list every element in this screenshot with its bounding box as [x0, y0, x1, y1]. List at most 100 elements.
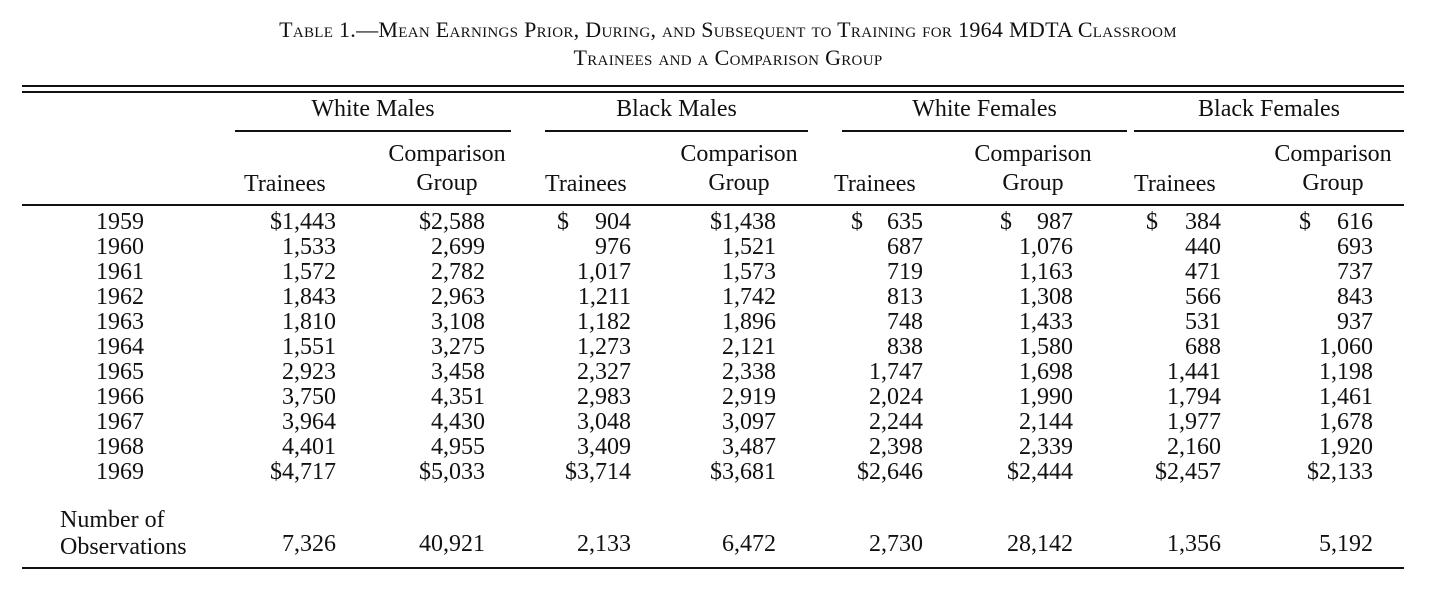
cell-wf-trainees: 838	[887, 334, 923, 360]
cell-wf-comparison: 2,144	[1019, 409, 1073, 435]
obs-bf-trainees: 1,356	[1167, 531, 1221, 557]
col-header-wf-comparison: Comparison Group	[958, 140, 1108, 198]
row-year: 1964	[96, 334, 144, 360]
obs-wf-trainees: 2,730	[869, 531, 923, 557]
cell-bm-comparison: $1,438	[710, 209, 776, 235]
cell-bm-trainees: 1,017	[577, 259, 631, 285]
cell-wf-trainees: 2,244	[869, 409, 923, 435]
cell-wm-trainees: $4,717	[270, 459, 336, 485]
cell-bm-trainees: 1,211	[577, 284, 631, 310]
cell-wf-trainees: 687	[887, 234, 923, 260]
table-row: 1967 3,964 4,430 3,048 3,097 2,244 2,144 1,977 1…	[0, 410, 1456, 435]
cell-wf-comparison: 1,433	[1019, 309, 1073, 335]
group-rule-white-females	[842, 130, 1127, 132]
dollar-sign: $	[1000, 209, 1012, 235]
dollar-sign: $	[1146, 209, 1158, 235]
cell-bf-comparison: $2,133	[1307, 459, 1373, 485]
cell-wm-trainees: $1,443	[270, 209, 336, 235]
cell-wf-trainees: 2,024	[869, 384, 923, 410]
dollar-sign: $	[557, 209, 569, 235]
cell-wf-trainees: 813	[887, 284, 923, 310]
cell-bf-trainees: 2,160	[1167, 434, 1221, 460]
observations-label-line2: Observations	[60, 534, 187, 560]
cell-wf-comparison: 987	[1037, 209, 1073, 235]
cell-wf-trainees: 1,747	[869, 359, 923, 385]
cell-wm-comparison: 4,430	[431, 409, 485, 435]
group-header-black-males: Black Males	[616, 96, 737, 122]
observations-label: Number of Observations	[60, 507, 187, 561]
cell-bm-comparison: 1,521	[722, 234, 776, 260]
cell-bf-comparison: 1,678	[1319, 409, 1373, 435]
cell-bm-comparison: 1,896	[722, 309, 776, 335]
cell-wf-trainees: 2,398	[869, 434, 923, 460]
row-year: 1959	[96, 209, 144, 235]
cell-wm-comparison: 2,699	[431, 234, 485, 260]
table-row: 1964 1,551 3,275 1,273 2,121 838 1,580 688 1,060	[0, 335, 1456, 360]
group-rule-black-females	[1134, 130, 1404, 132]
group-header-black-females: Black Females	[1198, 96, 1340, 122]
cell-wm-comparison: 3,458	[431, 359, 485, 385]
cell-bf-trainees: 566	[1185, 284, 1221, 310]
cell-bm-comparison: 3,487	[722, 434, 776, 460]
cell-wm-trainees: 1,810	[282, 309, 336, 335]
cell-bm-trainees: 976	[595, 234, 631, 260]
obs-bm-comparison: 6,472	[722, 531, 776, 557]
cell-bf-trainees: 384	[1185, 209, 1221, 235]
cell-bf-comparison: 937	[1337, 309, 1373, 335]
cell-wm-comparison: $2,588	[419, 209, 485, 235]
cell-bm-comparison: 2,121	[722, 334, 776, 360]
cell-wf-comparison: $2,444	[1007, 459, 1073, 485]
cell-bf-trainees: 1,441	[1167, 359, 1221, 385]
table-row: 1965 2,923 3,458 2,327 2,338 1,747 1,698 1,441 1…	[0, 360, 1456, 385]
table-row: 1962 1,843 2,963 1,211 1,742 813 1,308 566 843	[0, 285, 1456, 310]
cell-bm-comparison: 1,573	[722, 259, 776, 285]
cell-bf-trainees: $2,457	[1155, 459, 1221, 485]
cell-bm-trainees: 2,327	[577, 359, 631, 385]
cell-wf-comparison: 1,163	[1019, 259, 1073, 285]
cell-bm-comparison: 3,097	[722, 409, 776, 435]
cell-bf-comparison: 1,198	[1319, 359, 1373, 385]
table-row: 1959 $1,443 $2,588 904 $ $1,438 635 $987 $384 $61…	[0, 210, 1456, 235]
col-header-comparison-line1: Comparison	[974, 141, 1092, 167]
cell-wf-trainees: 635	[887, 209, 923, 235]
row-year: 1961	[96, 259, 144, 285]
obs-bm-trainees: 2,133	[577, 531, 631, 557]
cell-wm-trainees: 3,964	[282, 409, 336, 435]
cell-bf-trainees: 531	[1185, 309, 1221, 335]
table-title: Table 1.—Mean Earnings Prior, During, an…	[0, 16, 1456, 72]
cell-bf-trainees: 1,794	[1167, 384, 1221, 410]
cell-bm-comparison: $3,681	[710, 459, 776, 485]
table-row: 1963 1,810 3,108 1,182 1,896 748 1,433 531 937	[0, 310, 1456, 335]
cell-bm-trainees: $3,714	[565, 459, 631, 485]
cell-wf-trainees: $2,646	[857, 459, 923, 485]
cell-wm-comparison: $5,033	[419, 459, 485, 485]
col-header-bm-trainees: Trainees	[545, 171, 627, 197]
row-year: 1965	[96, 359, 144, 385]
col-header-comparison-line2: Group	[1002, 170, 1064, 196]
col-header-bf-trainees: Trainees	[1134, 171, 1216, 197]
cell-bf-trainees: 1,977	[1167, 409, 1221, 435]
col-header-comparison-line2: Group	[708, 170, 770, 196]
title-line-2: Trainees and a Comparison Group	[573, 45, 883, 70]
col-header-comparison-line2: Group	[416, 170, 478, 196]
cell-wf-comparison: 1,698	[1019, 359, 1073, 385]
cell-bf-comparison: 693	[1337, 234, 1373, 260]
group-header-white-females: White Females	[912, 96, 1057, 122]
cell-wf-comparison: 1,990	[1019, 384, 1073, 410]
cell-wm-comparison: 3,275	[431, 334, 485, 360]
cell-wf-comparison: 1,308	[1019, 284, 1073, 310]
col-header-wm-trainees: Trainees	[244, 171, 326, 197]
table-row: 1960 1,533 2,699 976 1,521 687 1,076 440 693	[0, 235, 1456, 260]
table-row: 1961 1,572 2,782 1,017 1,573 719 1,163 471 737	[0, 260, 1456, 285]
col-header-bm-comparison: Comparison Group	[664, 140, 814, 198]
cell-wm-comparison: 4,955	[431, 434, 485, 460]
cell-bm-trainees: 2,983	[577, 384, 631, 410]
cell-wm-comparison: 3,108	[431, 309, 485, 335]
obs-wf-comparison: 28,142	[1007, 531, 1073, 557]
cell-wm-trainees: 1,551	[282, 334, 336, 360]
cell-bf-trainees: 471	[1185, 259, 1221, 285]
group-rule-black-males	[545, 130, 808, 132]
dollar-sign: $	[851, 209, 863, 235]
row-year: 1963	[96, 309, 144, 335]
cell-bf-trainees: 440	[1185, 234, 1221, 260]
